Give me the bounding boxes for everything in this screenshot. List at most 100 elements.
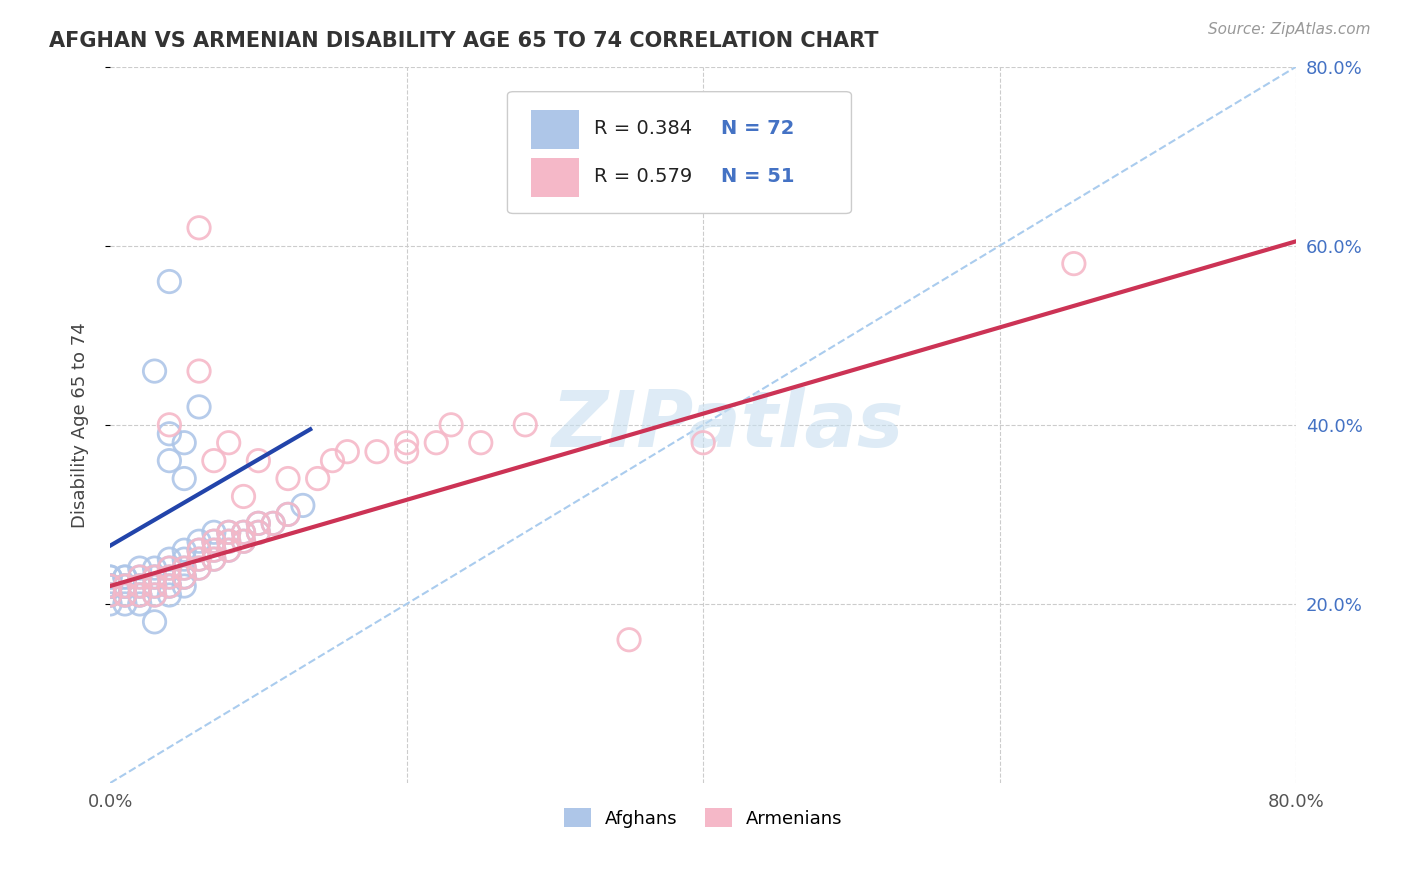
Point [114,570,136,584]
Text: Source: ZipAtlas.com: Source: ZipAtlas.com [1208,22,1371,37]
Point [114,579,136,593]
Point [98,579,121,593]
Point [157,426,180,441]
Point [128,579,150,593]
Point [173,579,195,593]
Point [173,471,195,485]
Point [98,588,121,602]
Point [98,588,121,602]
FancyBboxPatch shape [508,92,852,213]
Point [247,453,270,467]
Point [157,561,180,575]
Point [173,561,195,575]
Text: ZIPatlas: ZIPatlas [551,387,903,463]
Point [188,561,211,575]
Point [515,417,537,432]
Point [143,579,166,593]
Point [188,364,211,378]
Point [173,570,195,584]
Legend: Afghans, Armenians: Afghans, Armenians [557,801,851,835]
Point [128,570,150,584]
Point [218,525,240,540]
Point [157,570,180,584]
Bar [531,110,579,149]
Point [366,444,388,458]
Text: R = 0.579: R = 0.579 [595,168,692,186]
Point [188,543,211,558]
Point [98,588,121,602]
Point [202,552,225,566]
Point [188,400,211,414]
Point [143,579,166,593]
Point [202,525,225,540]
Point [307,471,329,485]
Point [617,632,640,647]
Point [114,579,136,593]
Point [202,534,225,549]
Point [202,534,225,549]
Point [157,275,180,289]
Point [157,579,180,593]
Point [98,579,121,593]
Point [188,220,211,235]
Point [98,579,121,593]
Point [143,364,166,378]
Point [247,525,270,540]
Point [218,534,240,549]
Point [232,534,254,549]
Point [98,579,121,593]
Point [143,570,166,584]
Point [157,588,180,602]
Point [114,597,136,611]
Bar [531,158,579,197]
Point [143,588,166,602]
Point [128,597,150,611]
Point [143,615,166,629]
Point [128,570,150,584]
Point [247,516,270,531]
Point [143,561,166,575]
Point [114,570,136,584]
Point [173,435,195,450]
Text: N = 51: N = 51 [721,168,794,186]
Point [173,561,195,575]
Point [188,552,211,566]
Point [247,516,270,531]
Point [128,579,150,593]
Point [128,588,150,602]
Point [143,588,166,602]
Point [395,435,418,450]
Point [247,525,270,540]
Point [157,561,180,575]
Point [114,579,136,593]
Point [188,561,211,575]
Point [232,525,254,540]
Point [1063,257,1085,271]
Point [692,435,714,450]
Point [173,570,195,584]
Point [114,588,136,602]
Point [218,534,240,549]
Point [98,588,121,602]
Point [277,508,299,522]
Point [277,508,299,522]
Point [173,552,195,566]
Point [188,534,211,549]
Point [98,579,121,593]
Point [425,435,447,450]
Point [202,543,225,558]
Point [277,471,299,485]
Point [232,525,254,540]
Point [98,579,121,593]
Point [143,570,166,584]
Point [143,570,166,584]
Point [173,570,195,584]
Point [98,570,121,584]
Point [98,597,121,611]
Point [143,579,166,593]
Point [218,543,240,558]
Point [128,588,150,602]
Text: N = 72: N = 72 [721,120,794,138]
Point [218,543,240,558]
Point [188,552,211,566]
